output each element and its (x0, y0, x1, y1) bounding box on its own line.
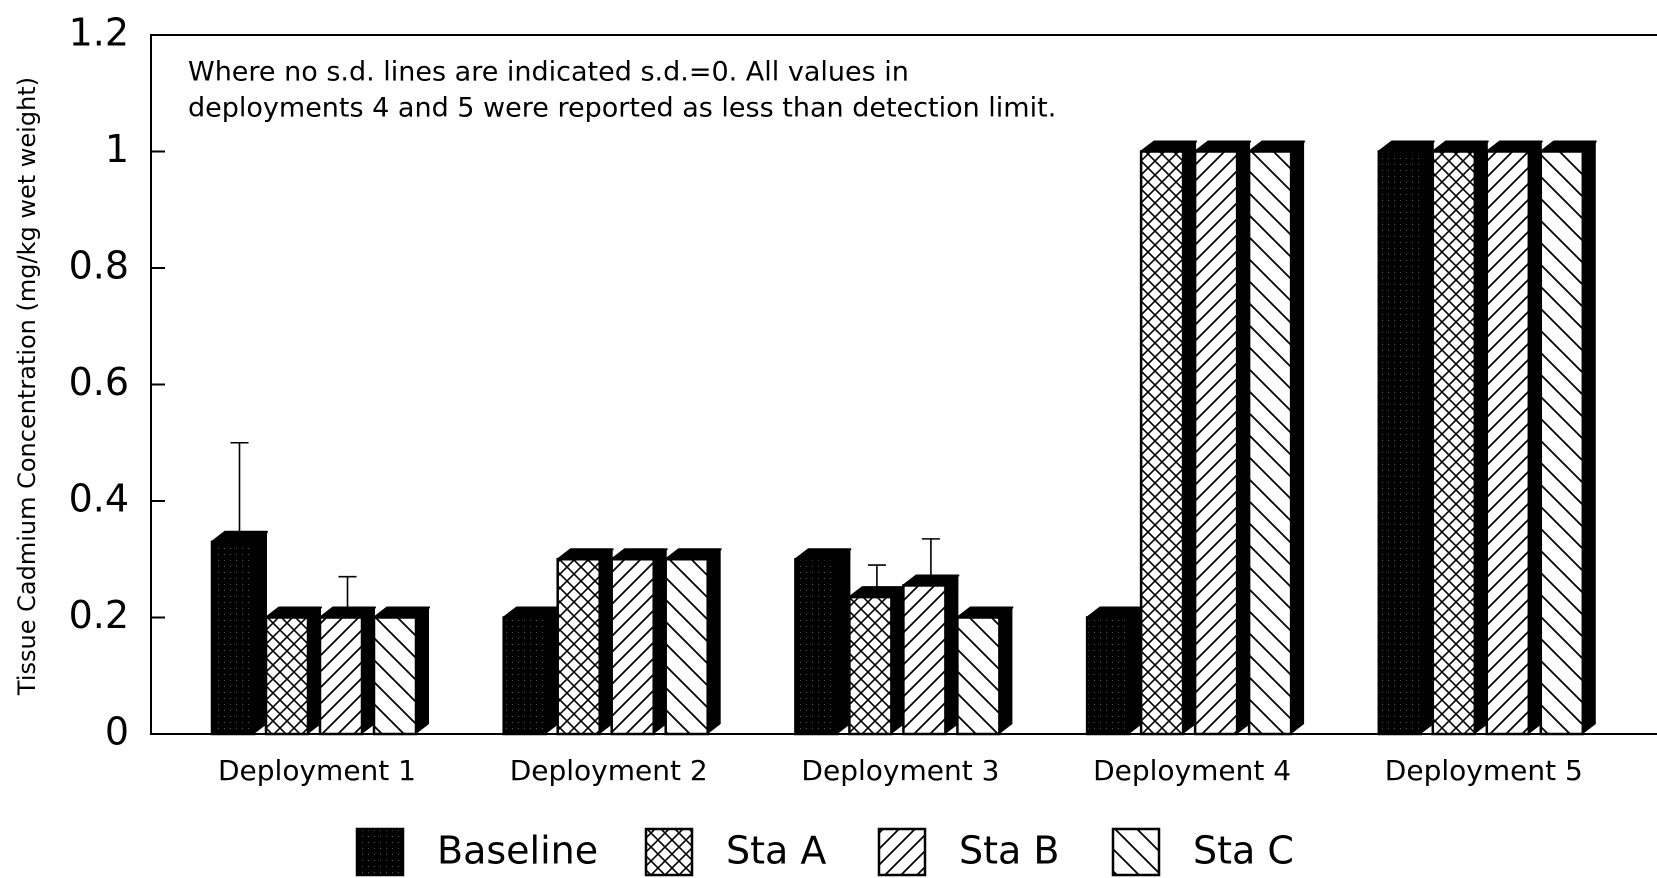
error-bar (1105, 612, 1124, 619)
legend-swatch (877, 827, 927, 877)
y-tick-label: 0.6 (69, 360, 129, 404)
bar-side (1528, 141, 1542, 734)
legend-swatch (1111, 827, 1161, 877)
bar (902, 584, 947, 736)
bar (1085, 616, 1131, 736)
bar-side (653, 549, 667, 734)
error-bar (392, 612, 411, 619)
error-bar (630, 554, 649, 561)
error-bar (1213, 146, 1232, 153)
error-bar (284, 612, 303, 619)
error-bar (684, 554, 703, 561)
bar (318, 616, 364, 736)
error-bar (813, 554, 832, 561)
bar (372, 616, 418, 736)
y-tick-label: 0.8 (69, 244, 129, 288)
bar-side (1237, 141, 1251, 734)
y-tick-label: 0.2 (69, 593, 129, 637)
error-bar (1451, 146, 1470, 153)
y-tick-label: 0.4 (69, 477, 129, 521)
bar (848, 595, 893, 736)
bar (210, 540, 256, 736)
annotation: Where no s.d. lines are indicated s.d.=0… (188, 57, 909, 88)
bar-side (308, 607, 321, 734)
bar-side (1582, 141, 1596, 734)
bar (1431, 150, 1477, 736)
legend-swatch (355, 827, 405, 877)
annotation: deployments 4 and 5 were reported as les… (188, 93, 1056, 124)
bar (1485, 150, 1531, 736)
legend-label: Sta A (726, 829, 826, 873)
bar-side (254, 531, 267, 734)
bar (664, 558, 709, 736)
bar-side (707, 549, 721, 734)
bar-side (1474, 141, 1488, 734)
x-tick-label: Deployment 3 (801, 754, 999, 787)
error-bar (1397, 146, 1416, 153)
bar-side (599, 549, 613, 734)
bar-side (1420, 141, 1434, 734)
error-bar (338, 575, 357, 613)
legend-label: Sta C (1193, 829, 1294, 873)
error-bar (1267, 146, 1286, 153)
bar-side (837, 549, 851, 734)
error-bar (576, 554, 595, 561)
x-tick-label: Deployment 4 (1093, 754, 1291, 787)
bar-side (945, 575, 959, 734)
bar-side (1129, 607, 1143, 734)
bar (502, 616, 547, 736)
error-bar (1559, 146, 1578, 153)
bar-side (545, 607, 559, 734)
y-tick-label: 0 (105, 710, 129, 754)
bar-side (999, 607, 1013, 734)
bar (1247, 150, 1293, 736)
error-bar (1159, 146, 1178, 153)
bar-side (891, 587, 905, 734)
bar (556, 558, 601, 736)
legend-swatch (644, 827, 694, 877)
y-axis-label: Tissue Cadmium Concentration (mg/kg wet … (13, 77, 41, 696)
bar (956, 616, 1001, 736)
error-bar (921, 538, 940, 581)
legend-label: Sta B (959, 829, 1059, 873)
x-tick-label: Deployment 2 (510, 754, 708, 787)
legend-label: Baseline (437, 829, 598, 873)
y-tick-label: 1.2 (69, 11, 129, 55)
bar-side (416, 607, 429, 734)
error-bar (522, 612, 541, 619)
x-tick-label: Deployment 5 (1385, 754, 1583, 787)
error-bar (1505, 146, 1524, 153)
bar (1193, 150, 1239, 736)
error-bar (230, 441, 249, 537)
bar-side (1183, 141, 1197, 734)
y-tick-label: 1 (105, 127, 129, 171)
bar (264, 616, 310, 736)
error-bar (867, 564, 886, 593)
x-tick-label: Deployment 1 (218, 754, 416, 787)
bar (1139, 150, 1185, 736)
bar (1539, 150, 1585, 736)
error-bar (975, 612, 994, 619)
bar (794, 558, 839, 736)
bar (1377, 150, 1423, 736)
bar-side (362, 607, 375, 734)
bar (610, 558, 655, 736)
bar-side (1291, 141, 1305, 734)
